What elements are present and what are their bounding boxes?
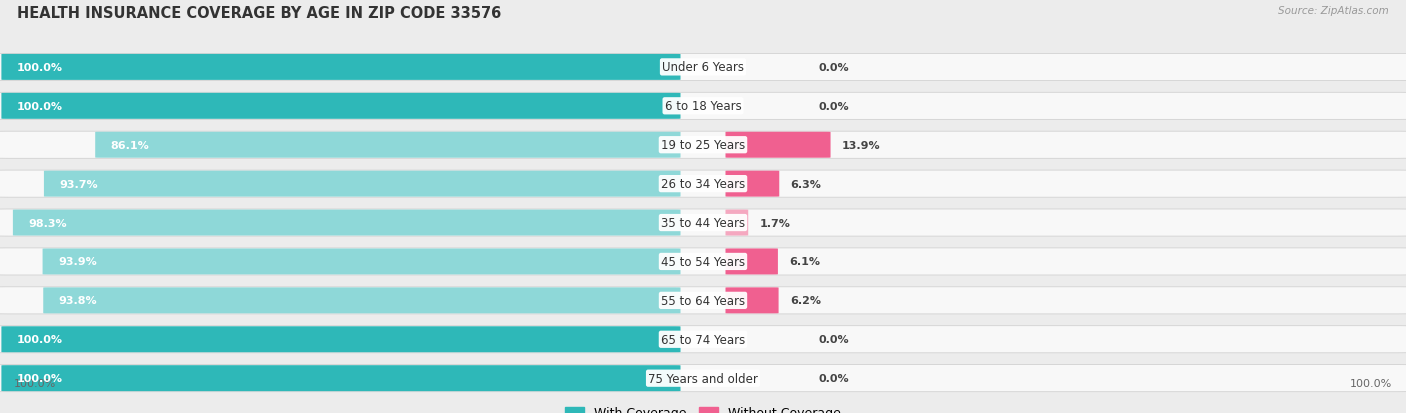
- Text: 98.3%: 98.3%: [28, 218, 67, 228]
- Text: 100.0%: 100.0%: [17, 373, 63, 383]
- FancyBboxPatch shape: [1, 327, 681, 352]
- FancyBboxPatch shape: [96, 133, 681, 158]
- Text: 65 to 74 Years: 65 to 74 Years: [661, 333, 745, 346]
- Text: 0.0%: 0.0%: [818, 63, 849, 73]
- FancyBboxPatch shape: [0, 209, 1406, 237]
- FancyBboxPatch shape: [0, 171, 1406, 198]
- Text: 100.0%: 100.0%: [17, 102, 63, 112]
- Text: 55 to 64 Years: 55 to 64 Years: [661, 294, 745, 307]
- FancyBboxPatch shape: [1, 55, 681, 81]
- Text: 19 to 25 Years: 19 to 25 Years: [661, 139, 745, 152]
- Text: Under 6 Years: Under 6 Years: [662, 61, 744, 74]
- Legend: With Coverage, Without Coverage: With Coverage, Without Coverage: [561, 401, 845, 413]
- FancyBboxPatch shape: [0, 93, 1406, 120]
- Text: 0.0%: 0.0%: [818, 373, 849, 383]
- Text: 93.7%: 93.7%: [59, 179, 98, 189]
- Text: 6.1%: 6.1%: [789, 257, 820, 267]
- FancyBboxPatch shape: [44, 171, 681, 197]
- Text: 0.0%: 0.0%: [818, 102, 849, 112]
- FancyBboxPatch shape: [13, 210, 681, 236]
- FancyBboxPatch shape: [725, 249, 778, 275]
- Text: HEALTH INSURANCE COVERAGE BY AGE IN ZIP CODE 33576: HEALTH INSURANCE COVERAGE BY AGE IN ZIP …: [17, 6, 501, 21]
- Text: 93.8%: 93.8%: [59, 296, 97, 306]
- FancyBboxPatch shape: [44, 288, 681, 313]
- Text: 45 to 54 Years: 45 to 54 Years: [661, 255, 745, 268]
- Text: Source: ZipAtlas.com: Source: ZipAtlas.com: [1278, 6, 1389, 16]
- FancyBboxPatch shape: [0, 287, 1406, 314]
- Text: 26 to 34 Years: 26 to 34 Years: [661, 178, 745, 191]
- FancyBboxPatch shape: [42, 249, 681, 275]
- FancyBboxPatch shape: [0, 248, 1406, 275]
- FancyBboxPatch shape: [0, 365, 1406, 392]
- Text: 0.0%: 0.0%: [818, 335, 849, 344]
- FancyBboxPatch shape: [725, 171, 779, 197]
- Text: 100.0%: 100.0%: [14, 378, 56, 388]
- Text: 100.0%: 100.0%: [17, 63, 63, 73]
- Text: 100.0%: 100.0%: [17, 335, 63, 344]
- Text: 75 Years and older: 75 Years and older: [648, 372, 758, 385]
- Text: 1.7%: 1.7%: [759, 218, 790, 228]
- FancyBboxPatch shape: [0, 54, 1406, 81]
- FancyBboxPatch shape: [0, 326, 1406, 353]
- FancyBboxPatch shape: [725, 288, 779, 313]
- FancyBboxPatch shape: [725, 133, 831, 158]
- Text: 13.9%: 13.9%: [842, 140, 880, 150]
- Text: 6.2%: 6.2%: [790, 296, 821, 306]
- FancyBboxPatch shape: [1, 94, 681, 119]
- Text: 35 to 44 Years: 35 to 44 Years: [661, 216, 745, 230]
- Text: 100.0%: 100.0%: [1350, 378, 1392, 388]
- FancyBboxPatch shape: [725, 210, 748, 236]
- Text: 86.1%: 86.1%: [111, 140, 149, 150]
- Text: 93.9%: 93.9%: [58, 257, 97, 267]
- Text: 6.3%: 6.3%: [790, 179, 821, 189]
- FancyBboxPatch shape: [0, 132, 1406, 159]
- Text: 6 to 18 Years: 6 to 18 Years: [665, 100, 741, 113]
- FancyBboxPatch shape: [1, 366, 681, 391]
